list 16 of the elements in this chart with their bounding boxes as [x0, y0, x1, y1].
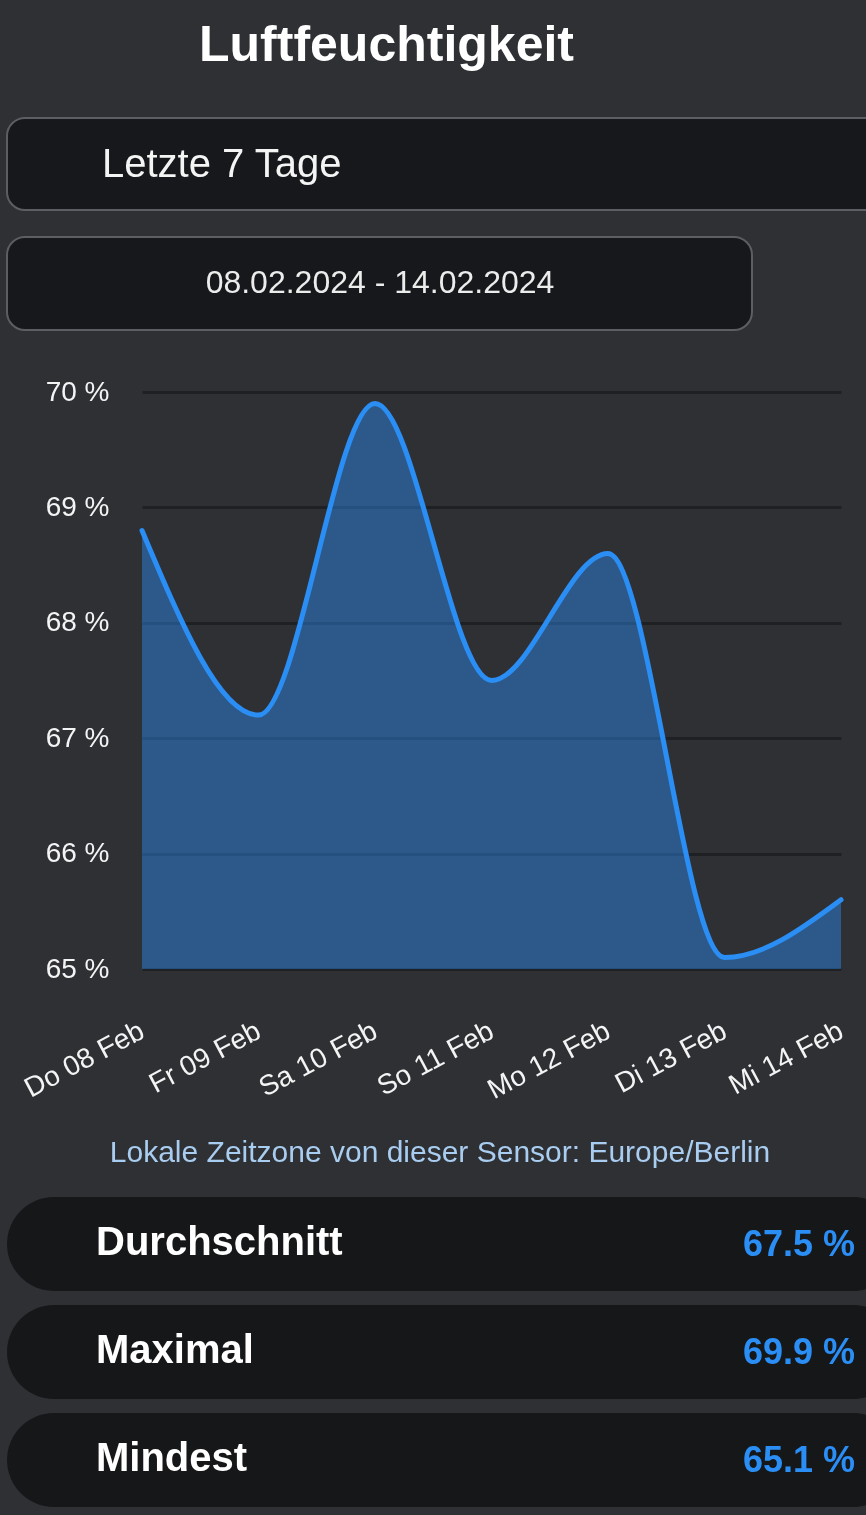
text: Mindest [96, 1435, 248, 1479]
text: 65.1 % [742, 1439, 855, 1480]
y-tick-label: 68 % [45, 606, 110, 638]
chart-title: Luftfeuchtigkeit [199, 16, 575, 72]
y-tick-label: 70 % [45, 375, 110, 407]
y-tick-label: 67 % [45, 721, 110, 753]
y-tick-label: 65 % [45, 952, 110, 984]
text: 08.02.2024 - 14.02.2024 [205, 264, 555, 300]
text: Letzte 7 Tage [102, 141, 342, 185]
text: Lokale Zeitzone von dieser Sensor: Europe/Berlin [109, 1135, 771, 1168]
text: 67.5 % [742, 1223, 855, 1264]
y-tick-label: 69 % [45, 490, 110, 522]
y-tick-label: 66 % [45, 837, 110, 869]
text: 69.9 % [742, 1331, 855, 1372]
text: Maximal [96, 1327, 254, 1371]
text: Durchschnitt [96, 1219, 343, 1263]
